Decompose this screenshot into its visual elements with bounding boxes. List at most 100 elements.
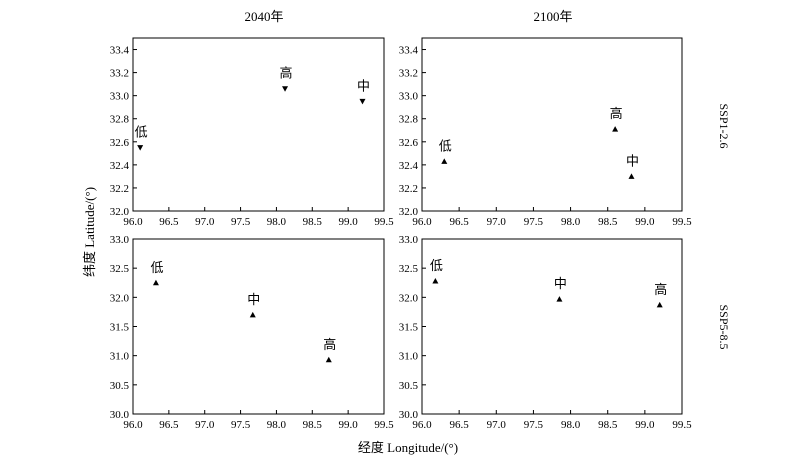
- y-tick-label: 30.5: [110, 380, 130, 392]
- data-point: [612, 126, 619, 132]
- x-tick-label: 99.0: [635, 419, 655, 431]
- y-tick-label: 31.5: [399, 322, 419, 334]
- x-tick-label: 97.5: [524, 216, 544, 228]
- y-tick-label: 33.0: [399, 91, 419, 103]
- data-point-label: 低: [439, 138, 452, 153]
- x-tick-label: 99.5: [672, 419, 692, 431]
- data-point: [359, 98, 366, 105]
- panels: 96.0 96.5 97.0 97.5 98.0 98.5 99.0 99.5 32.0 32.2…: [110, 37, 692, 431]
- x-tick-label: 99.0: [339, 419, 359, 431]
- data-point: [432, 278, 439, 284]
- data-point: [656, 301, 663, 308]
- x-tick-label: 99.5: [374, 419, 394, 431]
- data-point-label: 中: [357, 78, 370, 93]
- data-point-label: 中: [626, 153, 639, 168]
- x-tick-label: 98.0: [561, 216, 581, 228]
- y-tick-label: 32.4: [110, 160, 130, 172]
- x-tick-label: 97.0: [487, 216, 507, 228]
- y-tick-label: 32.5: [110, 263, 130, 275]
- x-tick-label: 99.5: [672, 216, 692, 228]
- x-tick-label: 97.5: [231, 216, 251, 228]
- x-tick-label: 96.0: [412, 419, 432, 431]
- x-tick-label: 96.0: [123, 419, 143, 431]
- panel-frame: [421, 37, 683, 212]
- data-point: [137, 145, 144, 151]
- panel-3: 96.0 96.5 97.0 97.5 98.0 98.5 99.0 99.5 30.0 30.5…: [110, 234, 394, 431]
- x-axis-title: 经度 Longitude/(°): [358, 440, 458, 455]
- y-tick-label: 30.5: [399, 380, 419, 392]
- y-tick-label: 32.2: [110, 183, 129, 195]
- column-title-2040: 2040年: [244, 9, 283, 24]
- y-tick-label: 32.0: [399, 206, 419, 218]
- x-tick-label: 96.5: [159, 216, 179, 228]
- y-tick-label: 32.0: [110, 206, 130, 218]
- x-tick-label: 97.5: [231, 419, 251, 431]
- data-point: [628, 173, 635, 179]
- y-tick-label: 33.4: [399, 45, 419, 57]
- y-tick-label: 33.0: [399, 234, 419, 246]
- y-tick-label: 32.2: [399, 183, 418, 195]
- data-point: [441, 158, 448, 164]
- y-tick-label: 32.8: [110, 114, 130, 126]
- y-axis-title: 纬度 Latitude/(°): [82, 187, 97, 277]
- x-tick-label: 98.5: [598, 216, 618, 228]
- panel-frame: [421, 238, 683, 415]
- x-tick-label: 97.0: [195, 419, 215, 431]
- x-tick-label: 99.5: [374, 216, 394, 228]
- data-point: [249, 311, 256, 318]
- x-tick-label: 96.5: [450, 216, 470, 228]
- y-tick-label: 33.2: [399, 68, 418, 80]
- x-tick-label: 97.5: [524, 419, 544, 431]
- x-tick-label: 99.0: [635, 216, 655, 228]
- y-tick-label: 32.6: [399, 137, 419, 149]
- y-tick-label: 31.0: [399, 351, 419, 363]
- data-point-label: 中: [554, 276, 567, 291]
- x-tick-label: 98.5: [598, 419, 618, 431]
- data-point-label: 低: [150, 260, 163, 275]
- column-title-2100: 2100年: [533, 9, 572, 24]
- x-tick-label: 98.0: [267, 216, 287, 228]
- data-point-label: 高: [280, 66, 293, 81]
- y-tick-label: 32.4: [399, 160, 419, 172]
- x-tick-label: 97.0: [487, 419, 507, 431]
- row-title-ssp585: SSP5-8.5: [717, 304, 731, 349]
- x-tick-label: 96.0: [123, 216, 143, 228]
- x-tick-label: 97.0: [195, 216, 215, 228]
- panel-frame: [132, 37, 385, 212]
- y-tick-label: 33.0: [110, 234, 130, 246]
- x-tick-label: 98.0: [267, 419, 287, 431]
- data-point-label: 中: [247, 292, 260, 307]
- panel-1: 96.0 96.5 97.0 97.5 98.0 98.5 99.0 99.5 32.0 32.2…: [110, 37, 394, 228]
- x-tick-label: 99.0: [339, 216, 359, 228]
- y-tick-label: 33.0: [110, 91, 130, 103]
- data-point: [152, 279, 159, 286]
- y-tick-label: 30.0: [110, 409, 130, 421]
- panel-2: 96.0 96.5 97.0 97.5 98.0 98.5 99.0 99.5 32.0 32.2…: [399, 37, 692, 228]
- data-point-label: 高: [654, 282, 667, 297]
- data-point-label: 低: [135, 125, 148, 140]
- y-tick-label: 32.0: [399, 292, 419, 304]
- data-point-label: 低: [430, 258, 443, 273]
- y-tick-label: 32.6: [110, 137, 130, 149]
- panel-4: 96.0 96.5 97.0 97.5 98.0 98.5 99.0 99.5 30.0 30.5…: [399, 234, 692, 431]
- y-tick-label: 32.5: [399, 263, 419, 275]
- y-tick-label: 32.0: [110, 292, 130, 304]
- y-tick-label: 31.5: [110, 322, 130, 334]
- x-tick-label: 96.0: [412, 216, 432, 228]
- data-point: [325, 356, 332, 363]
- y-tick-label: 32.8: [399, 114, 419, 126]
- x-tick-label: 96.5: [450, 419, 470, 431]
- y-tick-label: 30.0: [399, 409, 419, 421]
- data-point-label: 高: [610, 106, 623, 121]
- x-tick-label: 98.0: [561, 419, 581, 431]
- y-tick-label: 33.4: [110, 45, 130, 57]
- y-tick-label: 31.0: [110, 351, 130, 363]
- panel-frame: [132, 238, 385, 415]
- data-point: [556, 296, 563, 302]
- y-tick-label: 33.2: [110, 68, 129, 80]
- x-tick-label: 98.5: [303, 216, 323, 228]
- data-point-label: 高: [323, 337, 336, 352]
- row-title-ssp126: SSP1-2.6: [717, 103, 731, 148]
